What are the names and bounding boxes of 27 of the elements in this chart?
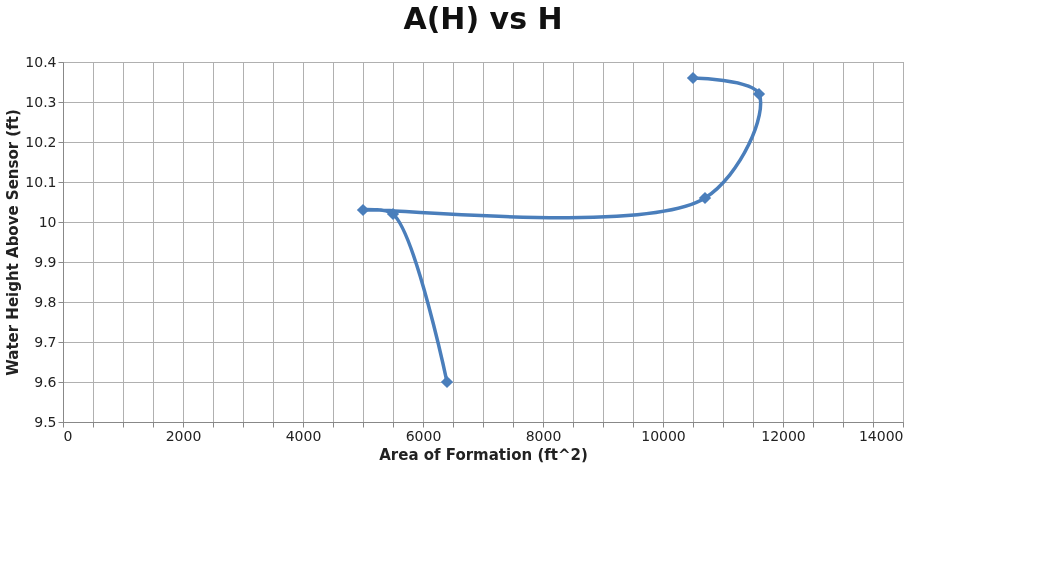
- y-tick-label: 10.2: [25, 133, 57, 150]
- point: [752, 87, 766, 101]
- y-tick-label: 9.8: [34, 293, 57, 310]
- point: [686, 71, 700, 85]
- x-tick-label: 4000: [285, 427, 322, 444]
- point: [386, 207, 400, 221]
- x-tick-label: 14000: [858, 427, 904, 444]
- x-tick-label: 8000: [525, 427, 562, 444]
- chart-title: A(H) vs H: [403, 1, 563, 36]
- y-tick-label: 10.4: [25, 53, 57, 70]
- x-tick-label: 12000: [761, 427, 806, 444]
- point: [440, 375, 454, 389]
- x-tick-label: 6000: [405, 427, 442, 444]
- point: [356, 203, 370, 217]
- x-tick-label: 2000: [165, 427, 202, 444]
- y-tick-label: 9.5: [34, 413, 57, 430]
- y-axis-title: Water Height Above Sensor (ft): [4, 109, 23, 376]
- x-tick-label: 10000: [641, 427, 686, 444]
- x-axis-title: Area of Formation (ft^2): [379, 445, 588, 464]
- y-tick-label: 9.6: [34, 373, 57, 390]
- y-tick-label: 10: [38, 213, 57, 230]
- y-tick-label: 9.7: [34, 333, 57, 350]
- x-tick-label: 0: [63, 427, 73, 444]
- point: [698, 191, 712, 205]
- y-tick-label: 10.1: [25, 173, 57, 190]
- y-tick-label: 9.9: [34, 253, 57, 270]
- y-tick-label: 10.3: [25, 93, 57, 110]
